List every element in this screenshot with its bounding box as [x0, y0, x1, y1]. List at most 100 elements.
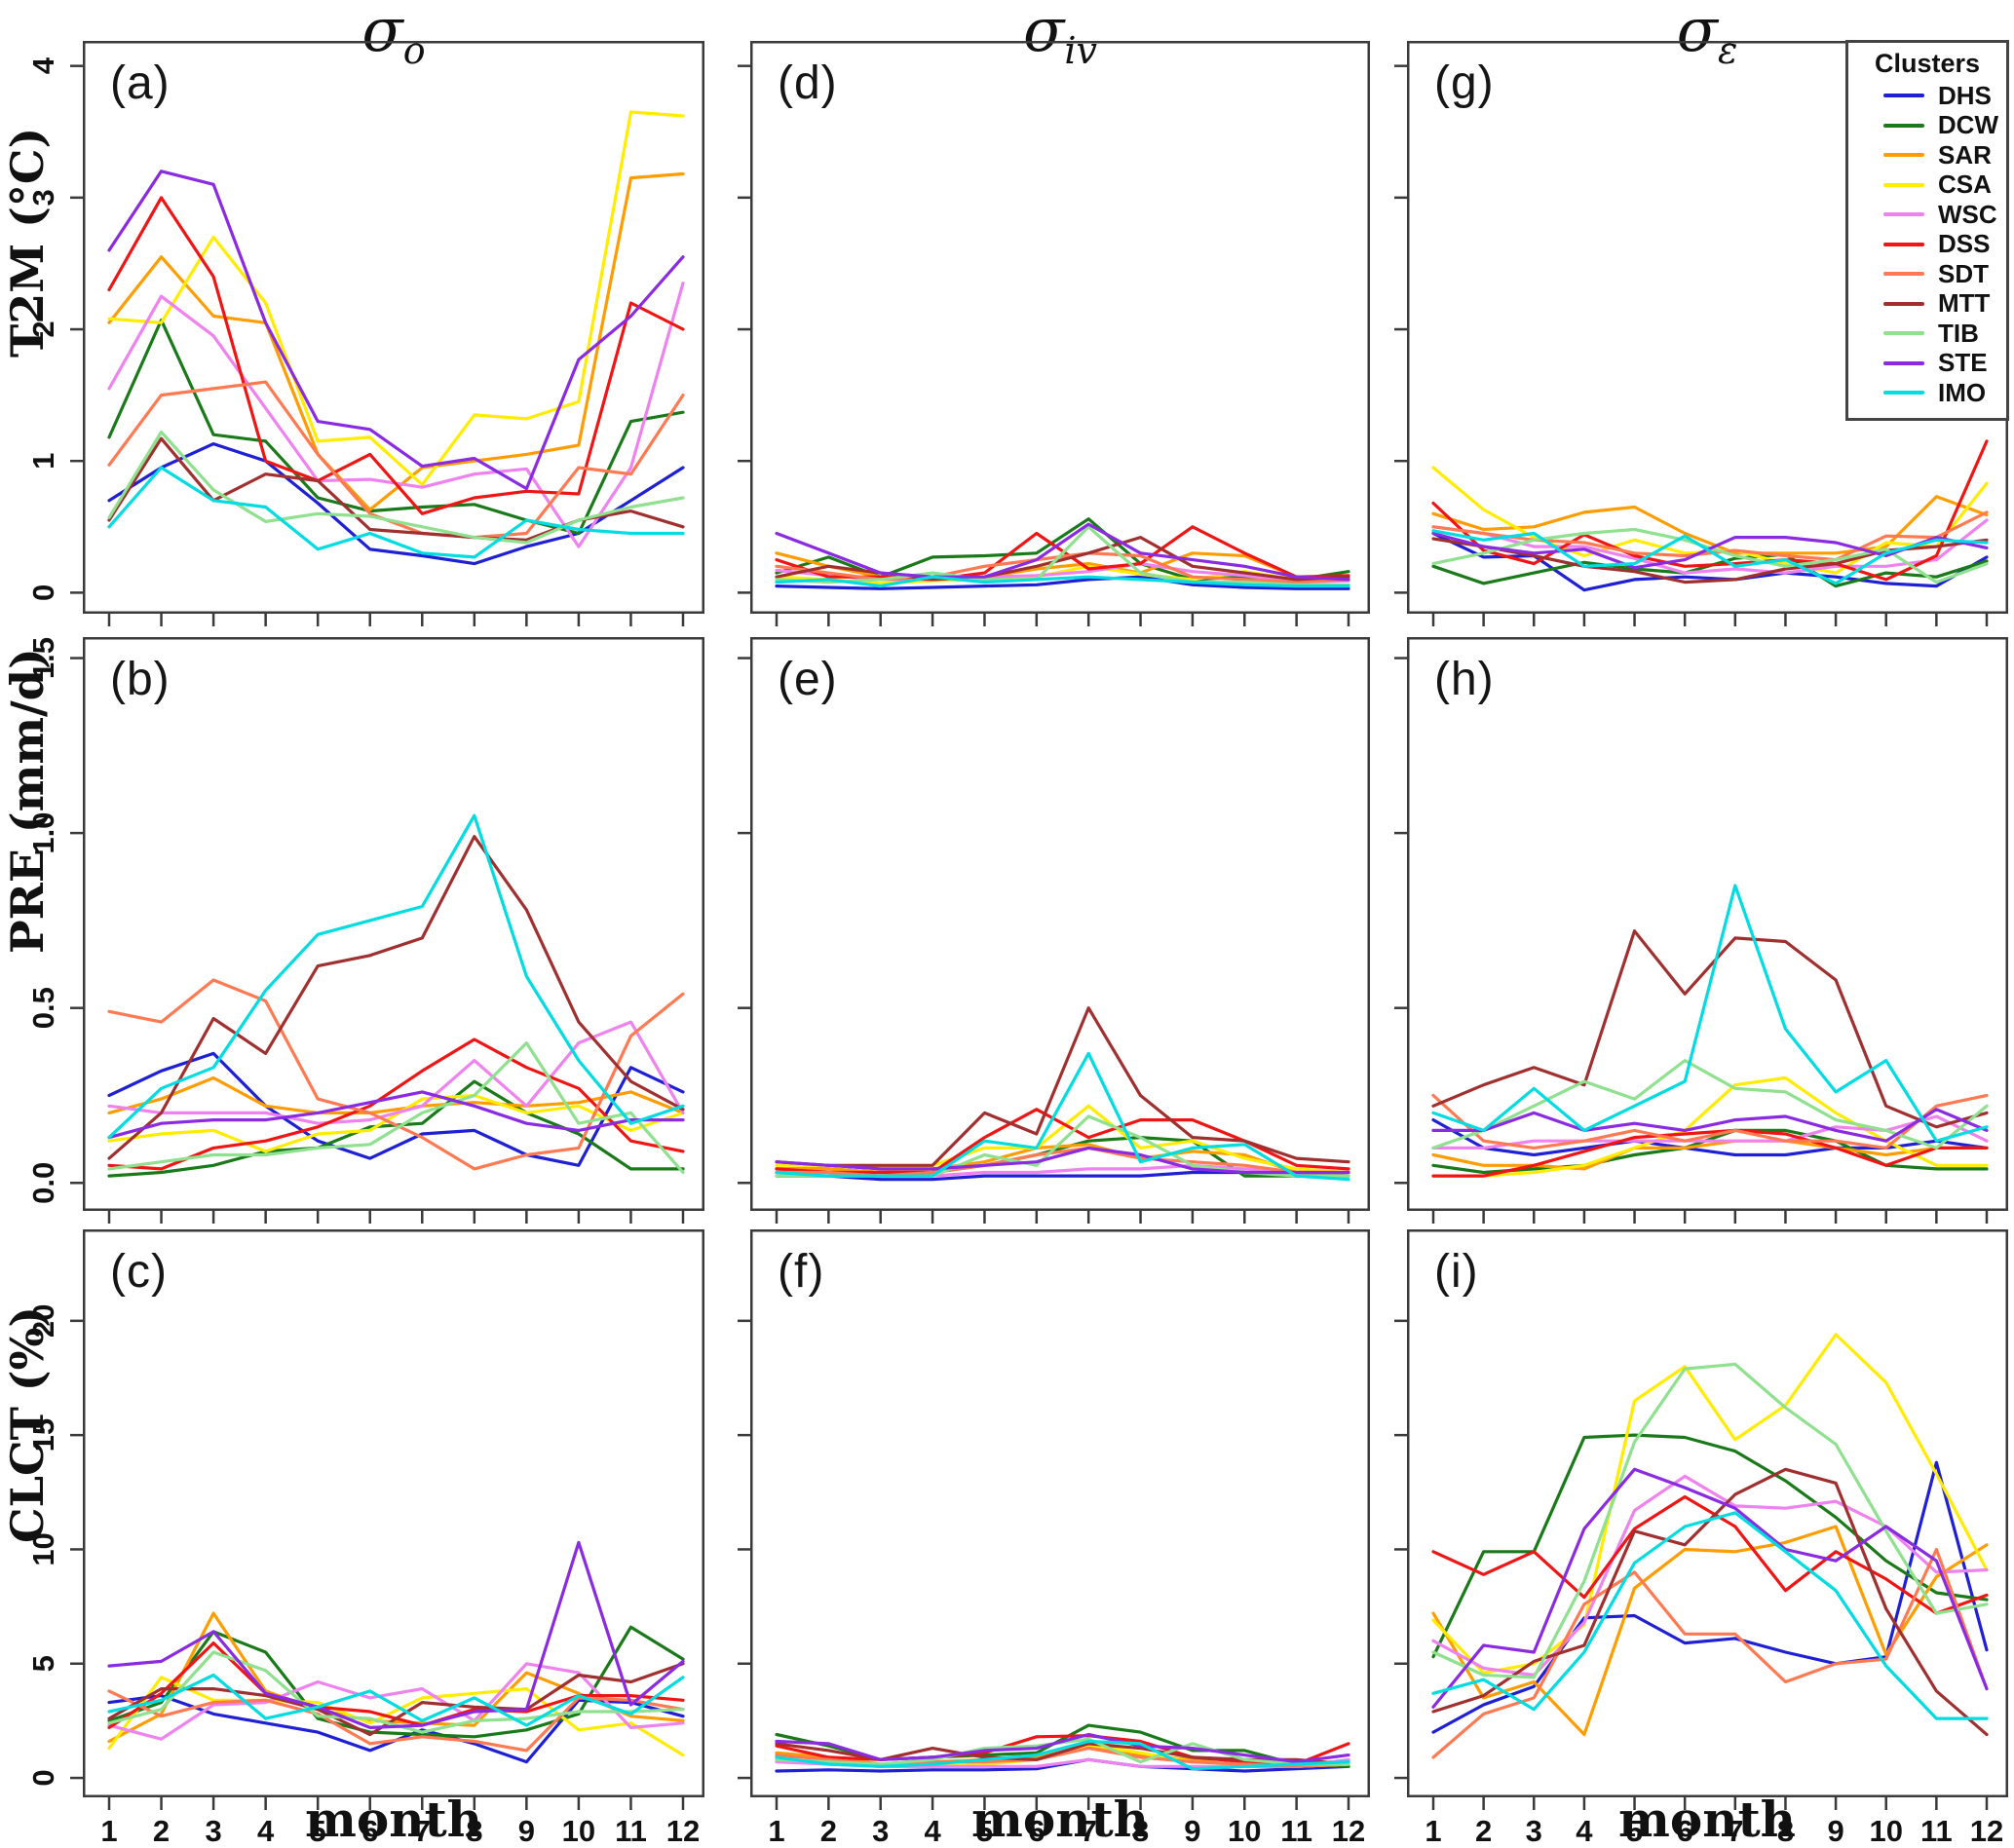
- legend-label: DSS: [1938, 229, 1991, 259]
- legend-line-swatch: [1883, 301, 1924, 306]
- svg-text:1: 1: [100, 1814, 117, 1848]
- svg-text:4: 4: [26, 57, 60, 74]
- svg-text:1.0: 1.0: [26, 812, 60, 854]
- xaxis-title-col2: month: [970, 1791, 1150, 1848]
- series-line-mtt-panel-d: [775, 536, 1350, 582]
- svg-text:12: 12: [1970, 1814, 2003, 1848]
- svg-text:3: 3: [1526, 1814, 1542, 1848]
- panel-letter-g: (g): [1434, 57, 1495, 109]
- svg-text:10: 10: [1869, 1814, 1902, 1848]
- series-line-imo-panel-b: [107, 813, 685, 1140]
- series-line-dhs-panel-i: [1431, 1460, 1989, 1734]
- sigma-symbol: σ: [1023, 0, 1065, 65]
- svg-text:0.0: 0.0: [26, 1162, 60, 1204]
- series-line-dcw-panel-h: [1431, 1128, 1989, 1175]
- series-line-ste-panel-e: [775, 1146, 1350, 1175]
- legend-line-swatch: [1883, 242, 1924, 246]
- panel-letter-h: (h): [1434, 654, 1495, 705]
- panel-c: 0 5 10 15 20 1 2 3 4 5 6 7 8 9 10 11 12 (c): [26, 1229, 704, 1848]
- legend-label: IMO: [1938, 377, 1987, 407]
- panel-g: (g) Clusters DHS DCW SAR CSA WSC DSS SDT MTT TIB…: [1394, 40, 2009, 626]
- series-line-imo-panel-e: [775, 1051, 1350, 1182]
- panel-letter-i: (i): [1434, 1246, 1479, 1298]
- series-line-sar-panel-b: [107, 1075, 685, 1114]
- series-line-dhs-panel-h: [1431, 1118, 1989, 1157]
- svg-text:2: 2: [26, 321, 60, 337]
- svg-text:1: 1: [768, 1814, 784, 1848]
- sigma-subscript: iv: [1064, 29, 1097, 72]
- series-line-sar-panel-g: [1431, 495, 1989, 555]
- legend-label: DHS: [1938, 80, 1992, 110]
- series-line-sar-panel-a: [107, 171, 685, 511]
- panel-f: 1 2 3 4 5 6 7 8 9 10 11 12 (f): [738, 1229, 1370, 1848]
- svg-text:2: 2: [1475, 1814, 1492, 1848]
- series-line-csa-panel-h: [1431, 1075, 1989, 1178]
- panel-e: (e): [738, 637, 1370, 1224]
- series-line-wsc-panel-i: [1431, 1474, 1989, 1678]
- legend-item-sar: SAR: [1856, 140, 1998, 170]
- series-line-imo-panel-f: [775, 1739, 1350, 1771]
- series-line-mtt-panel-c: [107, 1662, 685, 1737]
- series-line-mtt-panel-b: [107, 835, 685, 1160]
- panel-letter-f: (f): [778, 1246, 825, 1298]
- series-line-ste-panel-f: [775, 1732, 1350, 1764]
- legend-item-dcw: DCW: [1856, 110, 1998, 141]
- xaxis-title-col3: month: [1617, 1791, 1797, 1848]
- legend-line-swatch: [1883, 212, 1924, 217]
- series-line-sar-panel-d: [775, 551, 1350, 582]
- legend-line-swatch: [1883, 94, 1924, 98]
- series-line-dcw-panel-a: [107, 319, 685, 536]
- series-line-csa-panel-c: [107, 1676, 685, 1757]
- svg-text:10: 10: [562, 1814, 595, 1848]
- series-line-imo-panel-h: [1431, 884, 1989, 1143]
- svg-text:0: 0: [26, 585, 60, 601]
- svg-text:0.5: 0.5: [26, 987, 60, 1029]
- legend-label: SDT: [1938, 258, 1989, 288]
- svg-text:0: 0: [26, 1769, 60, 1786]
- svg-text:2: 2: [153, 1814, 170, 1848]
- series-line-mtt-panel-e: [775, 1006, 1350, 1167]
- series-line-ste-panel-a: [107, 170, 685, 491]
- svg-text:3: 3: [205, 1814, 221, 1848]
- svg-text:1: 1: [1425, 1814, 1441, 1848]
- legend-label: WSC: [1938, 199, 1997, 229]
- svg-text:3: 3: [872, 1814, 889, 1848]
- xaxis-title-col1: month: [304, 1791, 483, 1848]
- legend-item-ste: STE: [1856, 348, 1998, 379]
- series-line-csa-panel-b: [107, 1093, 685, 1153]
- legend-line-swatch: [1883, 182, 1924, 187]
- legend-line-swatch: [1883, 272, 1924, 277]
- svg-text:3: 3: [26, 189, 60, 206]
- legend-label: SAR: [1938, 139, 1992, 170]
- panel-letter-e: (e): [778, 654, 838, 705]
- svg-text:10: 10: [1228, 1814, 1261, 1848]
- series-line-ste-panel-c: [107, 1540, 685, 1729]
- legend-items: DHS DCW SAR CSA WSC DSS SDT MTT TIB STE IMO: [1856, 81, 1998, 408]
- series-line-ste-panel-h: [1431, 1108, 1989, 1143]
- legend-label: MTT: [1938, 288, 1991, 319]
- svg-text:15: 15: [26, 1418, 60, 1452]
- svg-text:11: 11: [1280, 1814, 1312, 1848]
- series-line-dss-panel-b: [107, 1037, 685, 1171]
- legend-item-dss: DSS: [1856, 229, 1998, 260]
- legend-item-tib: TIB: [1856, 319, 1998, 349]
- row-label-pre: PRE (mm/d): [1, 648, 54, 954]
- series-line-dhs-panel-d: [775, 575, 1350, 590]
- panel-letter-c: (c): [110, 1246, 168, 1298]
- legend-item-wsc: WSC: [1856, 200, 1998, 230]
- series-line-dss-panel-a: [107, 196, 685, 515]
- series-line-sdt-panel-i: [1431, 1547, 1989, 1759]
- svg-text:11: 11: [615, 1814, 647, 1848]
- panel-b: 0.0 0.5 1.0 1.5 (b): [26, 637, 704, 1224]
- legend-title: Clusters: [1874, 49, 1981, 78]
- sigma-subscript: ε: [1717, 29, 1738, 72]
- sigma-symbol: σ: [361, 0, 403, 65]
- series-line-tib-panel-i: [1431, 1362, 1989, 1679]
- series-line-imo-panel-g: [1431, 529, 1989, 585]
- series-line-dss-panel-i: [1431, 1494, 1989, 1615]
- series-line-tib-panel-h: [1431, 1059, 1989, 1150]
- legend-line-swatch: [1883, 153, 1924, 158]
- series-line-imo-panel-d: [775, 575, 1350, 588]
- legend-item-mtt: MTT: [1856, 288, 1998, 320]
